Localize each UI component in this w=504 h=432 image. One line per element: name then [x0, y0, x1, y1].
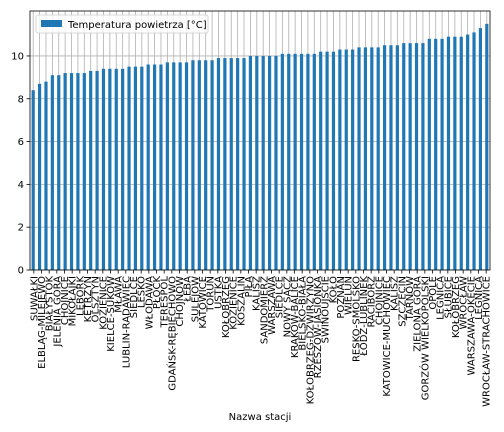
bar	[32, 90, 35, 270]
bar	[325, 52, 328, 270]
bar	[383, 45, 386, 270]
bar	[409, 43, 412, 270]
bar	[95, 71, 98, 270]
legend-label: Temperatura powietrza [°C]	[67, 20, 207, 31]
bar	[242, 58, 245, 270]
bar	[166, 62, 169, 270]
bar	[364, 47, 367, 270]
bar	[274, 56, 277, 270]
bar	[472, 32, 475, 270]
bar	[338, 50, 341, 270]
bar	[108, 69, 111, 270]
bar	[38, 84, 41, 270]
bar	[230, 58, 233, 270]
bar	[453, 37, 456, 270]
bar	[313, 54, 316, 270]
bar	[76, 73, 79, 270]
y-tick-label: 6	[18, 137, 24, 148]
bar	[70, 73, 73, 270]
bar	[172, 62, 175, 270]
bar	[345, 50, 348, 270]
bar	[134, 67, 137, 270]
legend-swatch	[41, 20, 62, 27]
bar	[51, 75, 54, 270]
bar	[198, 60, 201, 270]
bar	[115, 69, 118, 270]
bar	[255, 56, 258, 270]
bar	[357, 47, 360, 270]
bar	[440, 39, 443, 270]
bar	[479, 28, 482, 270]
bar	[287, 54, 290, 270]
bar	[370, 47, 373, 270]
bar	[447, 37, 450, 270]
bar	[210, 60, 213, 270]
bar	[223, 58, 226, 270]
bar	[153, 65, 156, 270]
bar	[44, 82, 47, 270]
bar	[262, 56, 265, 270]
bar	[466, 35, 469, 270]
bar	[294, 54, 297, 270]
bar	[421, 43, 424, 270]
y-tick-label: 0	[18, 266, 24, 277]
legend: Temperatura powietrza [°C]	[36, 15, 208, 33]
bar	[485, 24, 488, 270]
bar	[268, 56, 271, 270]
bar	[306, 54, 309, 270]
y-tick-label: 4	[18, 180, 24, 191]
bar	[217, 58, 220, 270]
bar	[428, 39, 431, 270]
y-tick-label: 10	[11, 51, 24, 62]
bar	[83, 73, 86, 270]
bar	[102, 69, 105, 270]
bar	[236, 58, 239, 270]
bar	[389, 45, 392, 270]
bar	[460, 37, 463, 270]
x-tick-label: WROCŁAW-STRACHOWICE	[482, 276, 493, 407]
bar	[127, 67, 130, 270]
bar	[281, 54, 284, 270]
bar	[402, 43, 405, 270]
bar	[204, 60, 207, 270]
bar	[89, 71, 92, 270]
bar	[332, 52, 335, 270]
bar	[140, 67, 143, 270]
bar	[300, 54, 303, 270]
x-axis-title: Nazwa stacji	[229, 412, 292, 423]
bar	[179, 62, 182, 270]
bar	[351, 50, 354, 270]
bar	[57, 75, 60, 270]
bar	[377, 47, 380, 270]
y-tick-label: 2	[18, 223, 24, 234]
bar	[185, 62, 188, 270]
bar	[319, 52, 322, 270]
bar	[191, 60, 194, 270]
bar	[147, 65, 150, 270]
bar	[434, 39, 437, 270]
bar	[64, 73, 67, 270]
bar	[249, 56, 252, 270]
bar	[396, 45, 399, 270]
bar	[121, 69, 124, 270]
y-tick-label: 8	[18, 94, 24, 105]
bar	[159, 65, 162, 270]
bar	[415, 43, 418, 270]
